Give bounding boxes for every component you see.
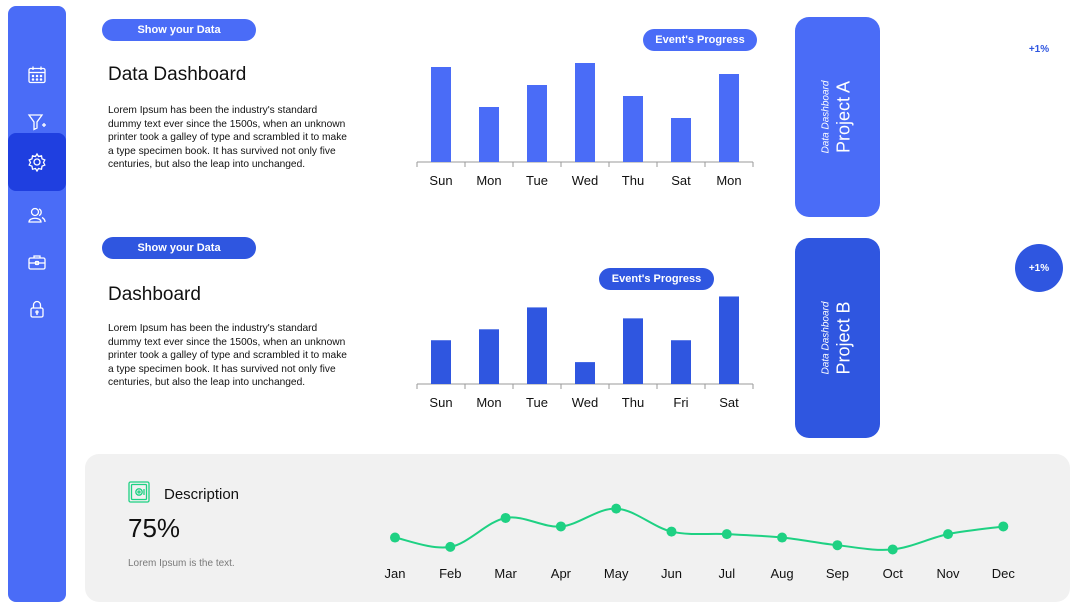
sidebar-item-lock[interactable] (8, 286, 66, 332)
sidebar-item-filter[interactable] (8, 99, 66, 145)
data-point (721, 529, 732, 540)
bar (527, 307, 547, 384)
weekly-bar-chart: Sun Mon Tue Wed Thu Sat Mon (416, 63, 754, 188)
x-tick-label: Nov (936, 566, 960, 581)
growth-badge: +1% (1015, 244, 1063, 292)
series-line (394, 507, 1004, 551)
bar (623, 318, 643, 384)
x-tick-label: Sep (826, 566, 849, 581)
x-tick-label: Feb (439, 566, 461, 581)
x-tick-label: Sun (429, 173, 452, 188)
x-tick-label: Aug (771, 566, 794, 581)
events-progress-badge: Event's Progress (599, 268, 714, 290)
project-name: Project A (833, 80, 854, 154)
gear-icon (28, 152, 46, 172)
x-tick-label: Sat (719, 395, 739, 410)
x-tick-label: Wed (572, 173, 599, 188)
show-data-button[interactable]: Show your Data (102, 19, 256, 41)
section-title: Dashboard (108, 284, 201, 305)
filter-icon (27, 114, 46, 131)
x-tick-label: Tue (526, 395, 548, 410)
data-point (832, 540, 843, 551)
safe-icon (128, 481, 150, 503)
x-tick-label: Sat (671, 173, 691, 188)
x-tick-label: Mon (476, 395, 501, 410)
briefcase-icon (28, 255, 46, 270)
x-tick-label: Dec (992, 566, 1016, 581)
project-subtitle: Data Dashboard (820, 301, 832, 375)
bar (719, 296, 739, 384)
data-point (887, 544, 898, 555)
section-description: Lorem Ipsum has been the industry's stan… (108, 105, 347, 171)
bar (671, 340, 691, 384)
project-name: Project B (833, 301, 854, 375)
show-data-button[interactable]: Show your Data (102, 237, 256, 259)
bar (479, 107, 499, 162)
events-progress-badge: Event's Progress (643, 29, 757, 51)
section-description: Lorem Ipsum has been the industry's stan… (108, 323, 347, 389)
x-tick-label: Mon (476, 173, 501, 188)
x-tick-label: Jun (661, 566, 682, 581)
description-title: Description (164, 486, 240, 503)
growth-badge: +1% (1028, 44, 1050, 55)
x-tick-label: Tue (526, 173, 548, 188)
x-tick-label: Mar (494, 566, 517, 581)
bar (575, 63, 595, 162)
bar (431, 340, 451, 384)
data-point (998, 521, 1009, 532)
description-panel (85, 454, 1070, 602)
weekly-bar-chart: Sun Mon Tue Wed Thu Fri Sat (416, 296, 754, 410)
x-tick-label: Jul (718, 566, 735, 581)
sidebar-item-users[interactable] (8, 192, 66, 238)
sidebar (8, 6, 66, 602)
data-point (445, 541, 456, 552)
data-point (777, 532, 788, 543)
project-card[interactable]: Data Dashboard Project B (795, 238, 880, 438)
project-subtitle: Data Dashboard (820, 80, 832, 154)
x-tick-label: Apr (551, 566, 572, 581)
x-tick-label: Mon (716, 173, 741, 188)
calendar-icon (28, 66, 46, 84)
bar (431, 67, 451, 162)
bar (671, 118, 691, 162)
bar (527, 85, 547, 162)
bar (719, 74, 739, 162)
sidebar-item-calendar[interactable] (8, 52, 66, 98)
data-point (611, 503, 622, 514)
sidebar-item-settings[interactable] (8, 133, 66, 191)
bar (575, 362, 595, 384)
data-point (555, 521, 566, 532)
x-tick-label: Jan (385, 566, 406, 581)
data-point (666, 526, 677, 537)
section-title: Data Dashboard (108, 64, 247, 85)
data-point (500, 512, 511, 523)
data-point (943, 529, 953, 540)
project-card[interactable]: Data Dashboard Project A (795, 17, 880, 217)
x-tick-label: Fri (673, 395, 688, 410)
monthly-line-chart: Jan Feb Mar Apr May Jun Jul Aug Sep Oct Nov Dec (385, 503, 1016, 581)
x-tick-label: Thu (622, 173, 644, 188)
x-tick-label: Thu (622, 395, 644, 410)
sidebar-item-briefcase[interactable] (8, 239, 66, 285)
x-tick-label: May (604, 566, 629, 581)
description-value: 75% (128, 513, 181, 543)
description-note: Lorem Ipsum is the text. (128, 558, 235, 569)
x-tick-label: Wed (572, 395, 599, 410)
bar (479, 329, 499, 384)
data-point (390, 532, 400, 543)
bar (623, 96, 643, 162)
x-tick-label: Sun (429, 395, 452, 410)
users-icon (28, 207, 46, 223)
lock-icon (30, 300, 44, 318)
x-tick-label: Oct (883, 566, 904, 581)
